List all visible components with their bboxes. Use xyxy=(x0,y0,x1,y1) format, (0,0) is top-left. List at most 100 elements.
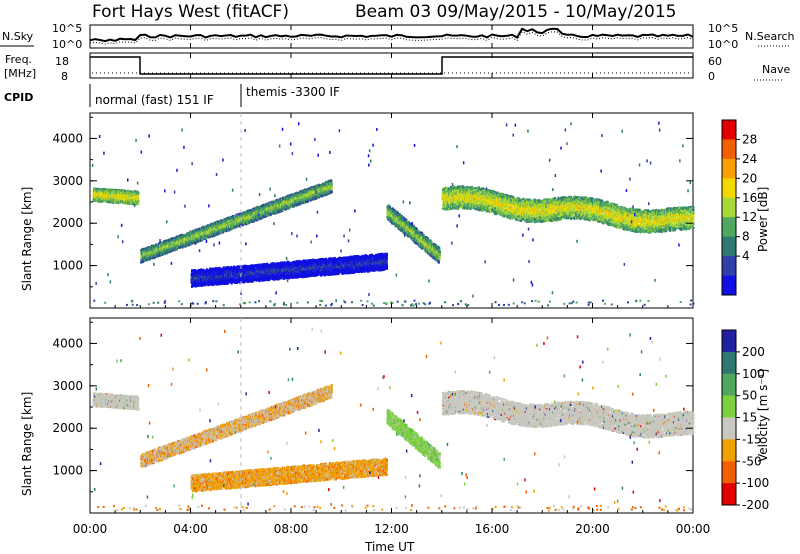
power-echo-cell xyxy=(158,242,161,245)
nave-label: Nave xyxy=(762,63,790,76)
power-echo-cell xyxy=(123,199,126,202)
freq-tick-top: 18 xyxy=(55,55,69,68)
power-echo-cell xyxy=(151,249,154,252)
power-echo-cell xyxy=(137,197,140,200)
power-echo-cell xyxy=(173,248,176,251)
power-echo-cell xyxy=(175,244,178,247)
nsky-strip: N.Sky 10^5 10^0 10^5 10^0 N.Search xyxy=(0,22,795,51)
power-echo-cell xyxy=(104,188,107,191)
power-echo-cell xyxy=(155,255,158,258)
cpid-label: CPID xyxy=(4,91,33,104)
power-echo-cell xyxy=(130,190,132,193)
power-echo-cell xyxy=(219,232,222,235)
power-echo-cell xyxy=(204,236,207,239)
power-echo-cell xyxy=(200,239,203,242)
power-echo-cell xyxy=(116,190,119,193)
power-echo-cell xyxy=(217,232,219,236)
cpid-strip: CPID normal (fast) 151 IF themis -3300 I… xyxy=(4,84,340,107)
power-echo-cell xyxy=(177,244,180,247)
freq-strip: Freq. [MHz] 18 8 60 0 Nave xyxy=(4,52,790,83)
power-echo-cell xyxy=(154,255,156,259)
power-echo-cell xyxy=(99,195,102,198)
power-echo-cell xyxy=(130,193,133,196)
power-echo-cell xyxy=(164,251,166,254)
power-echo-cell xyxy=(178,246,181,249)
power-echo-cell xyxy=(112,201,115,204)
power-echo-cell xyxy=(117,198,120,201)
cpid-mode-normal: normal (fast) 151 IF xyxy=(95,93,214,107)
power-echo-cell xyxy=(113,197,116,200)
power-echo-cell xyxy=(141,248,144,251)
power-echo-cell xyxy=(163,242,166,245)
power-echo-cell xyxy=(176,242,179,245)
power-echo-cell xyxy=(197,240,200,243)
power-echo-cell xyxy=(118,198,121,201)
nave-tick-bottom: 0 xyxy=(708,70,715,83)
freq-trace xyxy=(90,56,693,75)
power-echo-cell xyxy=(123,200,126,203)
power-echo-cell xyxy=(131,195,134,198)
power-echo-cell xyxy=(165,247,168,250)
power-echo-cell xyxy=(191,285,194,288)
power-marks xyxy=(91,121,695,307)
nsky-trace xyxy=(89,27,694,43)
power-panel xyxy=(89,112,695,309)
freq-tick-bottom: 8 xyxy=(61,70,68,83)
nave-tick-top: 60 xyxy=(708,55,722,68)
power-echo-cell xyxy=(217,220,220,223)
power-echo-cell xyxy=(219,227,222,230)
beam-date: Beam 03 09/May/2015 - 10/May/2015 xyxy=(355,2,676,22)
power-echo-cell xyxy=(218,227,221,230)
power-echo-cell xyxy=(137,200,140,203)
power-echo-cell xyxy=(137,194,140,197)
power-echo-cell xyxy=(206,231,209,234)
power-echo-cell xyxy=(168,239,171,242)
power-echo-cell xyxy=(157,250,160,253)
cpid-mode-themis: themis -3300 IF xyxy=(246,85,340,99)
nsearch-tick-top: 10^5 xyxy=(708,22,738,35)
power-echo-cell xyxy=(150,249,153,252)
power-echo-cell xyxy=(172,237,175,240)
power-echo-cell xyxy=(101,193,104,196)
nsky-tick-bottom: 10^0 xyxy=(52,38,82,51)
power-echo-cell xyxy=(127,194,130,197)
power-echo-cell xyxy=(100,200,103,203)
nsearch-label: N.Search xyxy=(745,30,795,43)
power-echo-cell xyxy=(101,199,104,202)
power-echo-cell xyxy=(115,195,118,198)
nsearch-trace xyxy=(89,31,694,45)
power-echo-cell xyxy=(147,258,150,261)
power-echo-cell xyxy=(330,182,333,185)
power-echo-cell xyxy=(330,190,333,193)
power-echo-cell xyxy=(140,250,143,253)
power-echo-cell xyxy=(167,245,170,248)
power-echo-cell xyxy=(137,202,140,206)
power-echo-cell xyxy=(181,246,184,249)
power-echo-cell xyxy=(201,231,203,234)
power-echo-cell xyxy=(199,230,202,233)
power-echo-cell xyxy=(214,228,217,231)
power-echo-cell xyxy=(112,198,115,201)
power-echo-cell xyxy=(183,237,186,240)
power-echo-cell xyxy=(157,249,160,252)
power-echo-cell xyxy=(171,249,174,252)
nsearch-tick-bottom: 10^0 xyxy=(708,38,738,51)
power-echo-cell xyxy=(115,197,118,200)
power-echo-cell xyxy=(192,242,195,245)
power-echo-cell xyxy=(175,248,178,251)
power-echo-cell xyxy=(174,244,177,247)
freq-label: Freq. xyxy=(5,53,32,66)
power-echo-cell xyxy=(330,179,333,182)
power-echo-cell xyxy=(103,188,106,191)
power-echo-cell xyxy=(182,236,185,239)
power-echo-cell xyxy=(170,246,173,249)
power-echo-cell xyxy=(190,231,192,234)
nsky-label: N.Sky xyxy=(2,30,34,43)
freq-unit: [MHz] xyxy=(4,67,36,80)
power-echo-cell xyxy=(102,187,105,190)
chart-title: Fort Hays West (fitACF) xyxy=(92,2,289,22)
power-echo-cell xyxy=(148,252,151,255)
power-echo-cell xyxy=(97,187,100,191)
power-echo-cell xyxy=(212,223,215,227)
